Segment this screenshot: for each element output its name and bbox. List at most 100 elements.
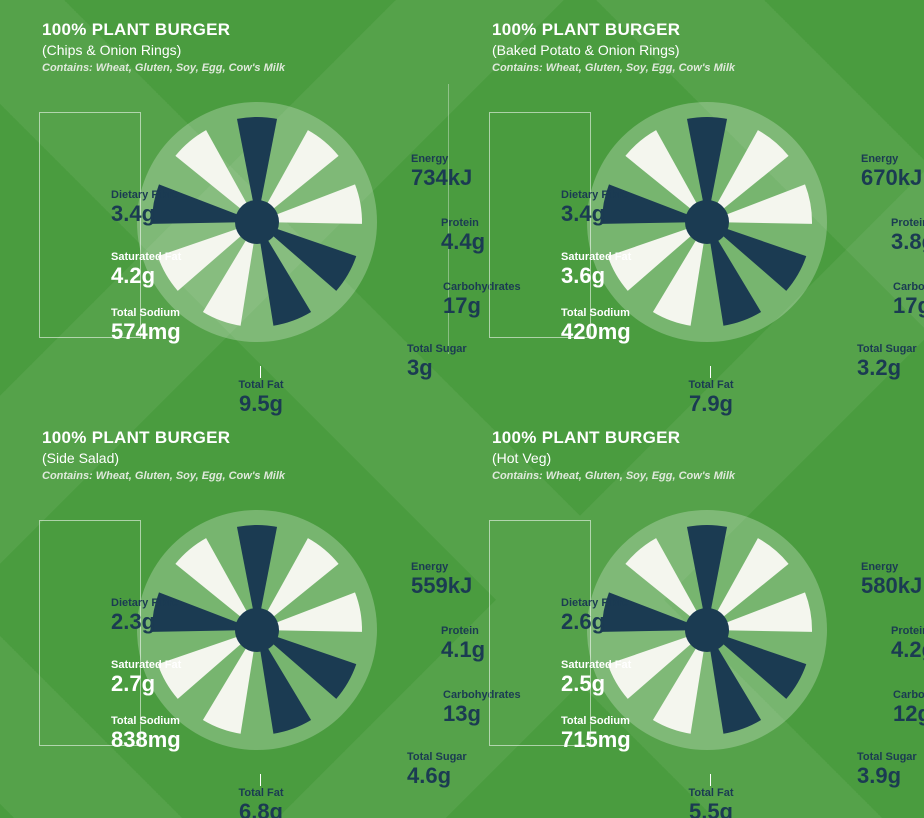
metric-name: Protein: [891, 218, 924, 230]
panel-title: 100% PLANT BURGER: [492, 20, 912, 40]
metric-name: Dietary Fibre: [111, 190, 178, 202]
metric-name: Total Sodium: [111, 716, 181, 728]
metric-sat_fat: Saturated Fat2.5g: [561, 660, 631, 695]
metric-value: 3.8g: [891, 230, 924, 253]
metric-name: Total Fat: [688, 380, 733, 392]
metric-total_sugar: Total Sugar3.9g: [857, 752, 917, 787]
metric-fibre: Dietary Fibre3.4g: [561, 190, 628, 225]
metric-name: Energy: [861, 562, 922, 574]
metric-value: 3.2g: [857, 356, 917, 379]
metric-name: Saturated Fat: [561, 252, 631, 264]
metric-sodium: Total Sodium420mg: [561, 308, 631, 343]
metric-value: 12g: [893, 702, 924, 725]
metric-energy: Energy734kJ: [411, 154, 472, 189]
panel-contains: Contains: Wheat, Gluten, Soy, Egg, Cow's…: [492, 470, 912, 482]
metric-name: Dietary Fibre: [111, 598, 178, 610]
metric-value: 580kJ: [861, 574, 922, 597]
metric-fibre: Dietary Fibre2.6g: [561, 598, 628, 633]
hub: [685, 608, 729, 652]
metric-sat_fat: Saturated Fat3.6g: [561, 252, 631, 287]
metric-name: Total Sodium: [561, 308, 631, 320]
metric-value: 715mg: [561, 728, 631, 751]
metric-name: Total Sugar: [407, 752, 467, 764]
metric-value: 3.9g: [857, 764, 917, 787]
metric-value: 3.4g: [111, 202, 178, 225]
nutrition-panel: 100% PLANT BURGER(Chips & Onion Rings)Co…: [42, 20, 462, 400]
metric-fibre: Dietary Fibre2.3g: [111, 598, 178, 633]
metric-total_sugar: Total Sugar3.2g: [857, 344, 917, 379]
metric-protein: Protein4.1g: [441, 626, 485, 661]
nutrition-panel: 100% PLANT BURGER(Hot Veg)Contains: Whea…: [492, 428, 912, 808]
metric-value: 574mg: [111, 320, 181, 343]
metric-name: Saturated Fat: [111, 660, 181, 672]
metric-name: Energy: [411, 154, 472, 166]
metric-value: 4.2g: [891, 638, 924, 661]
metric-name: Saturated Fat: [561, 660, 631, 672]
metric-sodium: Total Sodium838mg: [111, 716, 181, 751]
tick: [710, 366, 711, 378]
panel-title: 100% PLANT BURGER: [42, 20, 462, 40]
metric-name: Carbohydrates: [893, 690, 924, 702]
panel-subtitle: (Baked Potato & Onion Rings): [492, 42, 912, 58]
metric-value: 3g: [407, 356, 467, 379]
nutrition-panel: 100% PLANT BURGER (Side Salad) Contains: W…: [42, 428, 462, 808]
metric-value: 420mg: [561, 320, 631, 343]
panel-contains: Contains: Wheat, Gluten, Soy, Egg, Cow's…: [42, 470, 462, 482]
metric-value: 4.2g: [111, 264, 181, 287]
metric-name: Saturated Fat: [111, 252, 181, 264]
metric-name: Energy: [411, 562, 472, 574]
metric-name: Total Fat: [688, 788, 733, 800]
metric-total_fat: Total Fat5.5g: [688, 788, 733, 818]
tick: [260, 774, 261, 786]
metric-sodium: Total Sodium574mg: [111, 308, 181, 343]
metric-name: Total Fat: [238, 380, 283, 392]
metric-name: Total Sodium: [111, 308, 181, 320]
metric-total_fat: Total Fat9.5g: [238, 380, 283, 415]
metric-name: Protein: [891, 626, 924, 638]
metric-value: 5.5g: [688, 800, 733, 818]
metric-value: 2.3g: [111, 610, 178, 633]
nutrition-grid: 100% PLANT BURGER (Chips & Onion Rings) Co…: [0, 0, 924, 818]
metric-fibre: Dietary Fibre3.4g: [111, 190, 178, 225]
metric-energy: Energy580kJ: [861, 562, 922, 597]
metric-name: Carbohydrates: [893, 282, 924, 294]
metric-total_fat: Total Fat6.8g: [238, 788, 283, 818]
metric-name: Total Sugar: [857, 752, 917, 764]
metric-value: 3.4g: [561, 202, 628, 225]
metric-carbs: Carbohydrates17g: [893, 282, 924, 317]
hub: [685, 200, 729, 244]
hub: [235, 200, 279, 244]
metric-value: 4.4g: [441, 230, 485, 253]
metric-protein: Protein4.4g: [441, 218, 485, 253]
metric-value: 559kJ: [411, 574, 472, 597]
metric-value: 17g: [893, 294, 924, 317]
metric-name: Total Sodium: [561, 716, 631, 728]
metric-total_sugar: Total Sugar3g: [407, 344, 467, 379]
metric-total_fat: Total Fat7.9g: [688, 380, 733, 415]
metric-value: 7.9g: [688, 392, 733, 415]
metric-protein: Protein3.8g: [891, 218, 924, 253]
metric-value: 2.6g: [561, 610, 628, 633]
metric-value: 3.6g: [561, 264, 631, 287]
metric-value: 734kJ: [411, 166, 472, 189]
nutrition-panel: 100% PLANT BURGER (Baked Potato & Onion R…: [492, 20, 912, 400]
metric-value: 6.8g: [238, 800, 283, 818]
metric-name: Energy: [861, 154, 922, 166]
metric-name: Protein: [441, 626, 485, 638]
metric-value: 2.5g: [561, 672, 631, 695]
panel-subtitle: (Chips & Onion Rings): [42, 42, 462, 58]
metric-energy: Energy559kJ: [411, 562, 472, 597]
metric-total_sugar: Total Sugar4.6g: [407, 752, 467, 787]
metric-sodium: Total Sodium715mg: [561, 716, 631, 751]
panel-title: 100% PLANT BURGER: [42, 428, 462, 448]
metric-value: 838mg: [111, 728, 181, 751]
metric-name: Dietary Fibre: [561, 190, 628, 202]
panel-subtitle: (Side Salad): [42, 450, 462, 466]
metric-name: Total Sugar: [407, 344, 467, 356]
panel-title: 100% PLANT BURGER: [492, 428, 912, 448]
tick: [710, 774, 711, 786]
panel-contains: Contains: Wheat, Gluten, Soy, Egg, Cow's…: [492, 62, 912, 74]
metric-value: 4.6g: [407, 764, 467, 787]
metric-sat_fat: Saturated Fat2.7g: [111, 660, 181, 695]
metric-value: 2.7g: [111, 672, 181, 695]
